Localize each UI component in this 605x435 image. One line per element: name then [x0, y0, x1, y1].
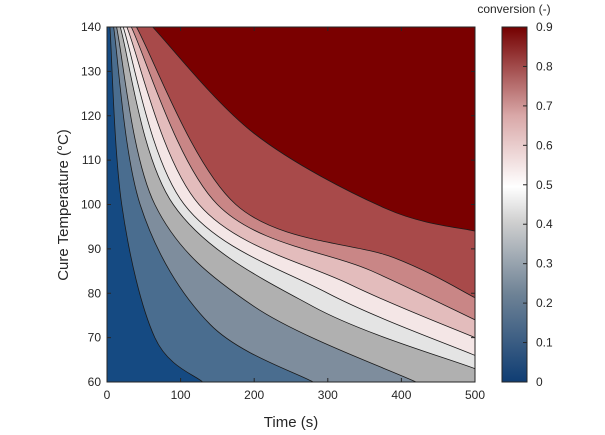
contour-lines — [109, 27, 475, 382]
y-tick-label: 80 — [88, 286, 102, 300]
y-tick-label: 120 — [81, 109, 101, 123]
colorbar-title: conversion (-) — [477, 2, 550, 16]
y-tick-label: 90 — [88, 242, 102, 256]
colorbar-tick-label: 0.7 — [536, 99, 553, 113]
colorbar-tick-label: 0 — [536, 375, 543, 389]
y-tick-label: 140 — [81, 20, 101, 34]
x-tick-label: 100 — [171, 388, 191, 402]
y-tick-label: 110 — [82, 153, 101, 167]
x-tick-label: 0 — [104, 388, 111, 402]
x-axis-ticks: 0 100 200 300 400 500 — [104, 27, 485, 402]
colorbar-tick-label: 0.5 — [536, 178, 553, 192]
y-axis-ticks: 60 70 80 90 100 110 120 130 140 — [81, 20, 475, 389]
contour-line-0.3 — [116, 27, 417, 382]
colorbar-tick-label: 0.1 — [536, 336, 553, 350]
x-tick-label: 300 — [318, 388, 338, 402]
contour-line-0.9 — [152, 27, 475, 232]
colorbar-tick-label: 0.6 — [536, 138, 553, 152]
colorbar-tick-label: 0.8 — [536, 59, 553, 73]
colorbar-ticks: 0 0.1 0.2 0.3 0.4 0.5 0.6 0.7 0.8 0.9 — [523, 20, 553, 389]
contour-line-0.7 — [130, 27, 475, 321]
x-axis-label: Time (s) — [264, 414, 318, 431]
x-tick-label: 200 — [244, 388, 264, 402]
contour-line-0.8 — [136, 27, 475, 299]
y-tick-label: 100 — [81, 198, 101, 212]
colorbar-tick-label: 0.2 — [536, 296, 553, 310]
colorbar-tick-label: 0.9 — [536, 20, 553, 34]
contour-band-9 — [152, 27, 475, 232]
x-tick-label: 500 — [465, 388, 485, 402]
contour-line-0.2 — [113, 27, 314, 382]
contour-line-0.5 — [122, 27, 475, 356]
contour-line-0.1 — [109, 27, 203, 382]
contour-line-0.6 — [126, 27, 475, 338]
x-tick-label: 400 — [391, 388, 411, 402]
y-tick-label: 130 — [81, 64, 101, 78]
colorbar-tick-label: 0.4 — [536, 217, 553, 231]
contour-fills — [107, 27, 475, 382]
contour-line-0.4 — [119, 27, 475, 370]
y-tick-label: 60 — [88, 375, 102, 389]
colorbar — [501, 26, 528, 383]
y-tick-label: 70 — [88, 331, 102, 345]
y-axis-label: Cure Temperature (°C) — [55, 129, 72, 281]
colorbar-tick-label: 0.3 — [536, 257, 553, 271]
